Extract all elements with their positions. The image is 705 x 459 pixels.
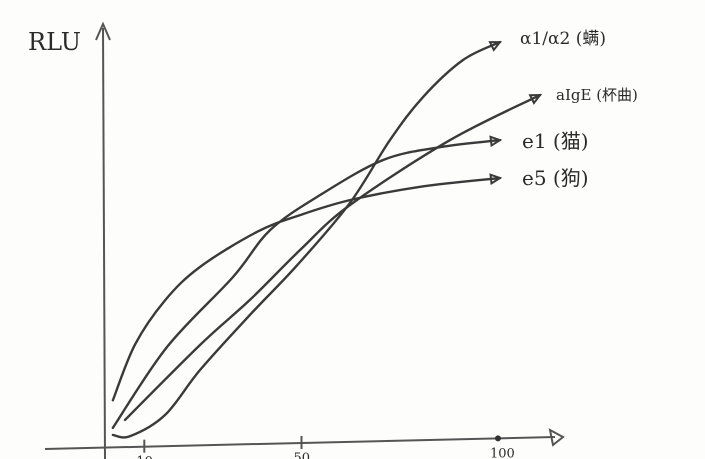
series-arrow-icon — [489, 173, 503, 186]
series-line — [111, 138, 502, 430]
series-label: α1/α2 (螨) — [520, 29, 606, 49]
series-label: e1 (猫) — [522, 129, 589, 153]
y-axis — [102, 27, 106, 459]
series-line — [111, 40, 502, 439]
series-arrow-icon — [528, 94, 543, 105]
series-label: e5 (狗) — [522, 166, 589, 190]
x-tick-mark — [495, 435, 501, 442]
x-axis — [44, 436, 556, 450]
x-axis-arrow-icon — [548, 428, 565, 447]
x-tick-label: 10 — [136, 455, 153, 459]
series-arrow-icon — [488, 41, 503, 52]
y-axis-label: RLU — [28, 28, 81, 56]
y-axis-arrow-icon — [95, 21, 111, 41]
series-label: aIgE (杯曲) — [556, 86, 638, 104]
axes — [44, 21, 565, 459]
x-tick-label: 100 — [490, 446, 515, 459]
series-arrow-icon — [489, 135, 503, 148]
series-line — [123, 93, 542, 422]
series-line — [111, 176, 502, 402]
x-tick-label: 50 — [294, 451, 311, 459]
